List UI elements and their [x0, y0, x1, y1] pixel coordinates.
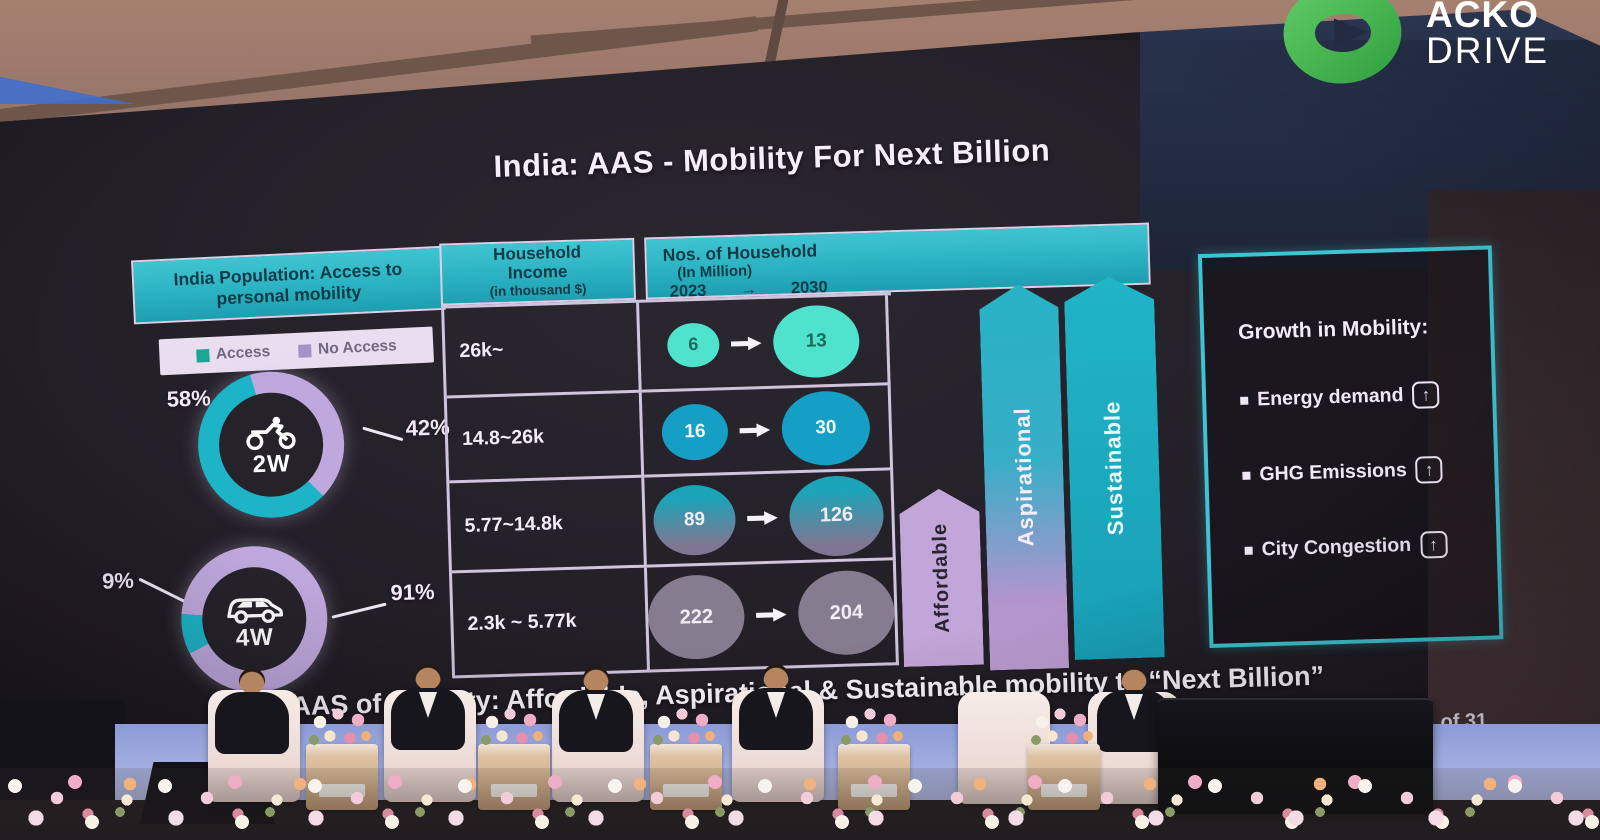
no-access-swatch	[297, 343, 312, 358]
up-arrow-icon: ↑	[1415, 455, 1444, 484]
circle-2023: 6	[666, 321, 720, 368]
panelist-head	[239, 668, 265, 694]
bar-label: Aspirational	[1008, 406, 1038, 547]
connector-line	[331, 602, 387, 619]
bouquet	[1028, 704, 1100, 754]
arrow-right-icon	[747, 510, 778, 525]
circles-cell: 16 30	[641, 385, 894, 478]
donut-hole: 2W	[217, 391, 325, 499]
growth-item-congestion: City Congestion ↑	[1244, 530, 1477, 564]
header-subtext: (in thousand $)	[489, 281, 587, 300]
vehicle-label-2w: 2W	[252, 449, 292, 478]
growth-item-label: GHG Emissions	[1259, 459, 1408, 486]
bar-label: Sustainable	[1099, 400, 1129, 536]
access-legend: Access No Access	[158, 326, 435, 376]
circles-cell: 222 204	[646, 560, 899, 673]
population-header: India Population: Access to personal mob…	[131, 245, 446, 325]
acko-drive-logo: ACKO DRIVE	[1272, 0, 1552, 85]
circle-2023: 89	[652, 483, 737, 556]
bar-aspirational: Aspirational	[979, 283, 1069, 670]
bouquet	[478, 704, 550, 754]
legend-item-no-access: No Access	[297, 337, 398, 360]
logo-text-drive: DRIVE	[1426, 29, 1550, 71]
connector-line	[362, 426, 404, 442]
logo-text: ACKO DRIVE	[1426, 0, 1550, 71]
bouquet	[838, 704, 910, 754]
header-text: Income	[507, 261, 568, 283]
bar-sustainable: Sustainable	[1064, 275, 1165, 660]
donut-chart-4w: 4W	[179, 544, 330, 695]
circle-2030: 126	[788, 474, 885, 557]
up-arrow-icon: ↑	[1412, 381, 1440, 409]
arrow-right-icon	[730, 336, 762, 350]
growth-item-ghg: GHG Emissions ↑	[1242, 455, 1475, 489]
circles-cell: 6 13	[639, 295, 891, 393]
panelist-head	[583, 666, 609, 692]
no-access-pct-label-2w: 42%	[405, 414, 451, 441]
growth-item-label: City Congestion	[1261, 533, 1412, 561]
acko-logo-mark	[1283, 0, 1402, 83]
up-arrow-icon: ↑	[1419, 530, 1448, 559]
panelist-head	[763, 664, 789, 690]
household-table: 26k~ 6 13 14.8~26k 16 30 5.77~14.8k 89 1…	[441, 292, 902, 679]
bouquet	[306, 704, 378, 754]
bar-affordable: Affordable	[899, 488, 984, 667]
circle-2030: 204	[797, 569, 896, 657]
header-text: Household	[492, 242, 582, 264]
panelist-torso	[215, 692, 289, 754]
growth-item-energy: Energy demand ↑	[1240, 380, 1473, 414]
circles-cell: 89 126	[644, 470, 896, 568]
panelist-head	[1121, 666, 1147, 692]
arrow-right-icon	[739, 423, 771, 438]
circle-2023: 16	[661, 403, 729, 462]
income-cell: 14.8~26k	[446, 392, 645, 484]
connector-line	[138, 577, 187, 604]
growth-box: Growth in Mobility: Energy demand ↑ GHG …	[1197, 245, 1504, 648]
motorcycle-icon	[246, 416, 296, 450]
access-pct-label-2w: 58%	[166, 385, 212, 412]
growth-item-label: Energy demand	[1256, 384, 1404, 411]
panelist	[388, 664, 468, 764]
bullet-icon	[1240, 396, 1249, 405]
growth-title: Growth in Mobility:	[1237, 315, 1429, 344]
arrow-right-icon	[756, 608, 787, 622]
panelist	[736, 664, 816, 764]
legend-item-access: Access	[195, 343, 271, 364]
circle-2030: 13	[772, 303, 861, 379]
access-pct-label-4w: 9%	[101, 567, 135, 594]
legend-label: Access	[215, 343, 271, 363]
household-header-cell: Nos. of Household (In Million) 2023 → 20…	[644, 222, 1151, 301]
logo-text-acko: ACKO	[1426, 0, 1539, 36]
bouquet	[650, 704, 722, 754]
slide-title: India: AAS - Mobility For Next Billion	[492, 132, 1051, 184]
flower-garland	[0, 768, 1600, 840]
panelist	[556, 666, 636, 766]
slide: India: AAS - Mobility For Next Billion I…	[60, 76, 1539, 789]
donut-chart-2w: 2W	[195, 369, 347, 520]
vehicle-label-4w: 4W	[235, 623, 275, 652]
no-access-pct-label-4w: 91%	[390, 578, 435, 606]
income-cell: 5.77~14.8k	[449, 477, 647, 574]
income-cell: 2.3k ~ 5.77k	[452, 567, 651, 679]
panelist-head	[415, 664, 441, 690]
bar-label: Affordable	[928, 522, 954, 633]
car-icon	[227, 597, 283, 624]
bullet-icon	[1242, 471, 1251, 480]
panelist	[212, 668, 292, 768]
circle-2023: 222	[647, 573, 746, 661]
donut-hole: 4W	[200, 565, 308, 673]
access-swatch	[195, 348, 210, 363]
income-header-cell: Household Income (in thousand $)	[439, 237, 636, 306]
presentation-screen: India: AAS - Mobility For Next Billion I…	[0, 0, 1600, 781]
bullet-icon	[1244, 546, 1253, 555]
income-cell: 26k~	[444, 302, 642, 399]
legend-label: No Access	[317, 337, 398, 358]
circle-2030: 30	[780, 389, 871, 467]
